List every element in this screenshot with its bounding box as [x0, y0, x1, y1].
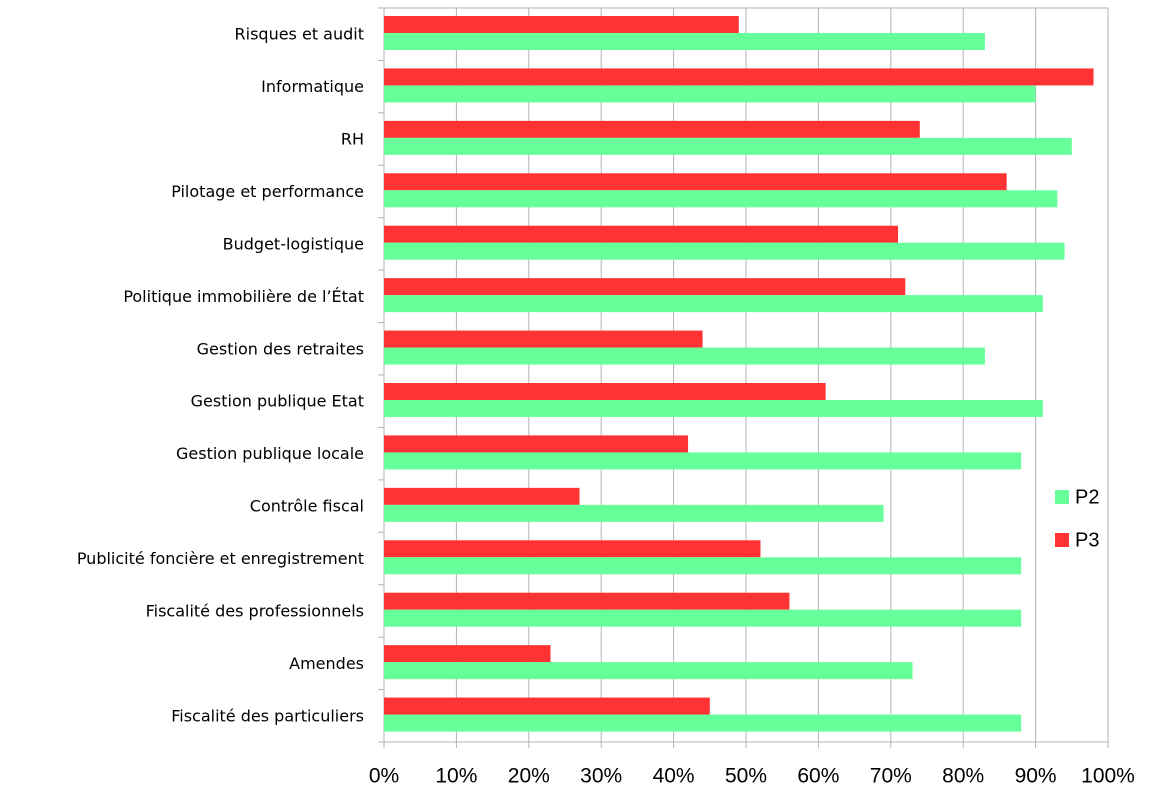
- bar: [384, 452, 1022, 470]
- x-tick-label: 0%: [369, 765, 399, 788]
- bar: [384, 33, 985, 50]
- x-tick-label: 50%: [725, 765, 767, 788]
- category-label: Gestion publique Etat: [191, 392, 364, 411]
- bar: [384, 68, 1094, 86]
- bar: [384, 85, 1036, 103]
- x-tick-label: 40%: [653, 765, 695, 788]
- bar: [384, 120, 920, 138]
- bar: [384, 435, 689, 453]
- bar: [384, 557, 1022, 575]
- x-tick-label: 30%: [580, 765, 622, 788]
- bar: [384, 592, 790, 610]
- bar: [384, 383, 826, 400]
- bar: [384, 278, 906, 296]
- category-label: Risques et audit: [235, 25, 364, 44]
- bar: [384, 347, 985, 365]
- bar: [384, 714, 1022, 732]
- legend-swatch: [1055, 490, 1069, 504]
- x-tick-label: 70%: [870, 765, 912, 788]
- bar: [384, 173, 1007, 191]
- bar: [384, 697, 710, 715]
- bar: [384, 225, 899, 243]
- bar: [384, 540, 761, 558]
- bar: [384, 190, 1058, 208]
- bar: [384, 645, 551, 663]
- legend-swatch: [1055, 533, 1069, 547]
- x-tick-label: 20%: [508, 765, 550, 788]
- category-label: Fiscalité des particuliers: [171, 706, 364, 725]
- category-label: Contrôle fiscal: [250, 497, 364, 516]
- x-tick-label: 60%: [797, 765, 839, 788]
- category-label: Amendes: [289, 654, 364, 673]
- category-label: Gestion publique locale: [176, 444, 364, 463]
- bar: [384, 609, 1022, 627]
- legend-label: P2: [1075, 486, 1099, 508]
- category-label: Publicité foncière et enregistrement: [77, 549, 364, 568]
- legend-label: P3: [1075, 529, 1099, 551]
- x-tick-label: 90%: [1015, 765, 1057, 788]
- x-tick-label: 10%: [435, 765, 477, 788]
- category-label: Politique immobilière de l’État: [123, 287, 364, 306]
- bar: [384, 330, 703, 348]
- bar: [384, 16, 739, 33]
- category-label: Fiscalité des professionnels: [146, 601, 364, 620]
- bar: [384, 295, 1043, 313]
- category-label: RH: [341, 130, 364, 149]
- bar: [384, 400, 1043, 417]
- bar: [384, 242, 1065, 260]
- x-tick-label: 80%: [942, 765, 984, 788]
- bar: [384, 504, 884, 522]
- category-label: Budget-logistique: [223, 234, 364, 253]
- category-label: Pilotage et performance: [171, 182, 364, 201]
- x-tick-label: 100%: [1081, 765, 1135, 788]
- bar: [384, 662, 913, 680]
- bar: [384, 487, 580, 505]
- category-label: Informatique: [261, 77, 364, 96]
- bar: [384, 137, 1072, 155]
- category-label: Gestion des retraites: [197, 339, 364, 358]
